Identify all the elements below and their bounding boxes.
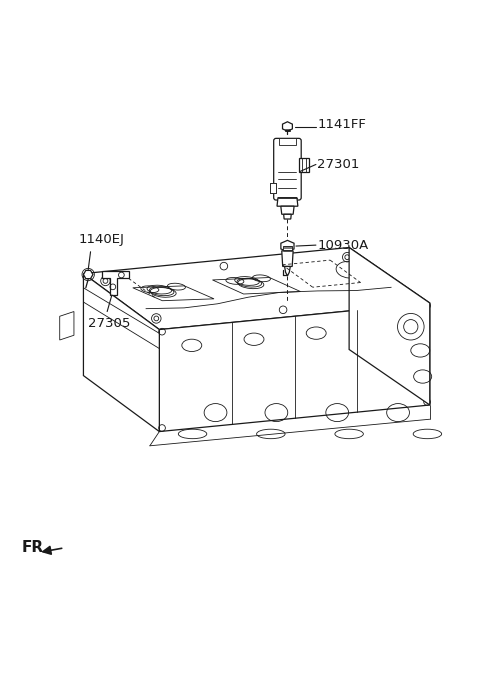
Text: 1141FF: 1141FF (317, 118, 366, 131)
Polygon shape (84, 248, 430, 330)
Bar (283, 246, 292, 251)
Polygon shape (285, 267, 290, 276)
Polygon shape (281, 240, 294, 252)
Text: 1140EJ: 1140EJ (79, 233, 125, 246)
Polygon shape (282, 251, 293, 267)
Circle shape (396, 292, 400, 297)
Text: 27305: 27305 (88, 318, 131, 330)
Polygon shape (284, 214, 291, 219)
Circle shape (345, 255, 349, 260)
Polygon shape (270, 184, 276, 193)
Polygon shape (60, 311, 74, 340)
FancyBboxPatch shape (274, 138, 301, 200)
Circle shape (154, 316, 159, 321)
Polygon shape (159, 303, 430, 432)
Polygon shape (102, 271, 129, 295)
Circle shape (103, 279, 108, 284)
Polygon shape (277, 198, 298, 206)
Bar (279, 138, 296, 145)
Text: 27301: 27301 (317, 158, 360, 171)
Polygon shape (84, 271, 93, 279)
Polygon shape (84, 273, 159, 432)
Text: FR.: FR. (22, 541, 50, 556)
Text: 10930A: 10930A (317, 239, 369, 252)
Bar (299, 158, 309, 171)
Polygon shape (281, 206, 294, 214)
Polygon shape (283, 122, 292, 131)
Bar (270, 184, 276, 193)
Polygon shape (349, 248, 430, 405)
